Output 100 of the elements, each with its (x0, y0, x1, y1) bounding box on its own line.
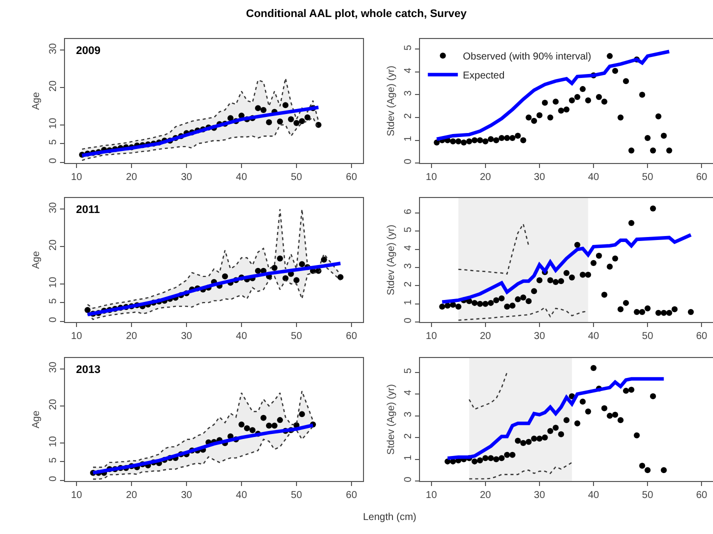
point (244, 425, 250, 432)
point (622, 388, 629, 394)
x-tick-label: 60 (696, 172, 708, 183)
x-tick-label: 50 (642, 490, 654, 501)
point (580, 86, 586, 92)
point (276, 417, 283, 424)
point (618, 306, 624, 312)
point (552, 424, 559, 431)
point (488, 300, 494, 306)
point (526, 298, 532, 304)
y-tick-label: 10 (48, 117, 59, 129)
point (520, 440, 526, 446)
point (590, 260, 597, 266)
point (455, 138, 462, 144)
point (488, 455, 494, 462)
x-tick-label: 60 (696, 331, 708, 342)
y-axis-title: Stdev (Age) (yr) (386, 224, 397, 296)
x-tick-label: 50 (290, 172, 302, 183)
point (580, 272, 586, 278)
point (271, 422, 278, 429)
point (606, 53, 613, 60)
point (526, 438, 532, 445)
point (439, 304, 446, 310)
point (644, 134, 651, 141)
point (293, 277, 300, 284)
point (84, 307, 91, 314)
point (455, 304, 462, 310)
point (276, 118, 283, 125)
y-tick-label: 0 (48, 476, 59, 482)
point (639, 462, 646, 469)
point (655, 310, 662, 316)
x-tick-label: 30 (534, 490, 546, 501)
point (558, 278, 564, 284)
point (660, 132, 667, 139)
point (622, 78, 629, 84)
y-tick-label: 3 (403, 90, 414, 96)
x-tick-label: 50 (290, 490, 302, 501)
annotation: 2011 (76, 204, 100, 216)
point (536, 436, 542, 442)
x-tick-label: 20 (126, 172, 138, 183)
point (672, 306, 678, 312)
point (650, 206, 656, 212)
point (504, 452, 510, 458)
point (574, 420, 580, 426)
x-tick-label: 40 (236, 172, 248, 183)
point (606, 412, 613, 419)
y-tick-label: 0 (403, 158, 414, 164)
x-tick-label: 60 (346, 331, 358, 342)
point (444, 302, 451, 309)
x-tick-label: 50 (642, 172, 654, 183)
point (574, 242, 580, 248)
y-axis-title: Age (31, 250, 42, 269)
point (547, 114, 554, 120)
point (666, 310, 672, 316)
point (472, 458, 478, 464)
point (276, 256, 283, 262)
point (238, 422, 244, 428)
point (650, 393, 656, 400)
x-tick-label: 40 (236, 490, 248, 501)
point (254, 105, 261, 112)
y-tick-label: 5 (48, 298, 59, 304)
annotation: 2013 (76, 364, 100, 376)
point (558, 108, 564, 114)
y-tick-label: 1 (403, 299, 414, 306)
point (531, 288, 538, 294)
line-series (440, 233, 693, 304)
point (488, 136, 494, 142)
x-tick-label: 30 (534, 331, 546, 342)
point (547, 428, 554, 434)
point (574, 94, 580, 100)
y-tick-label: 10 (48, 276, 59, 288)
x-tick-label: 20 (480, 172, 492, 183)
point (509, 452, 516, 458)
x-tick-label: 50 (290, 331, 302, 342)
line-series (468, 462, 573, 480)
point (618, 417, 624, 424)
point (639, 92, 646, 98)
point (596, 94, 602, 100)
point (337, 274, 344, 280)
point (520, 137, 526, 144)
point (628, 386, 634, 393)
y-tick-label: 5 (403, 44, 414, 51)
x-tick-label: 20 (480, 490, 492, 501)
point (498, 295, 505, 302)
annotation: 2009 (76, 45, 100, 57)
point (266, 119, 272, 126)
x-tick-label: 10 (70, 490, 83, 501)
point (564, 417, 570, 424)
point (666, 147, 672, 154)
point (271, 264, 278, 271)
y-tick-label: 4 (403, 67, 414, 74)
point (536, 112, 542, 118)
point (266, 422, 272, 429)
x-tick-label: 40 (588, 490, 600, 501)
y-tick-label: 10 (48, 436, 59, 448)
x-tick-label: 30 (180, 490, 193, 501)
point (304, 114, 310, 120)
x-tick-label: 10 (70, 172, 83, 183)
point (514, 438, 521, 444)
point (552, 98, 559, 105)
